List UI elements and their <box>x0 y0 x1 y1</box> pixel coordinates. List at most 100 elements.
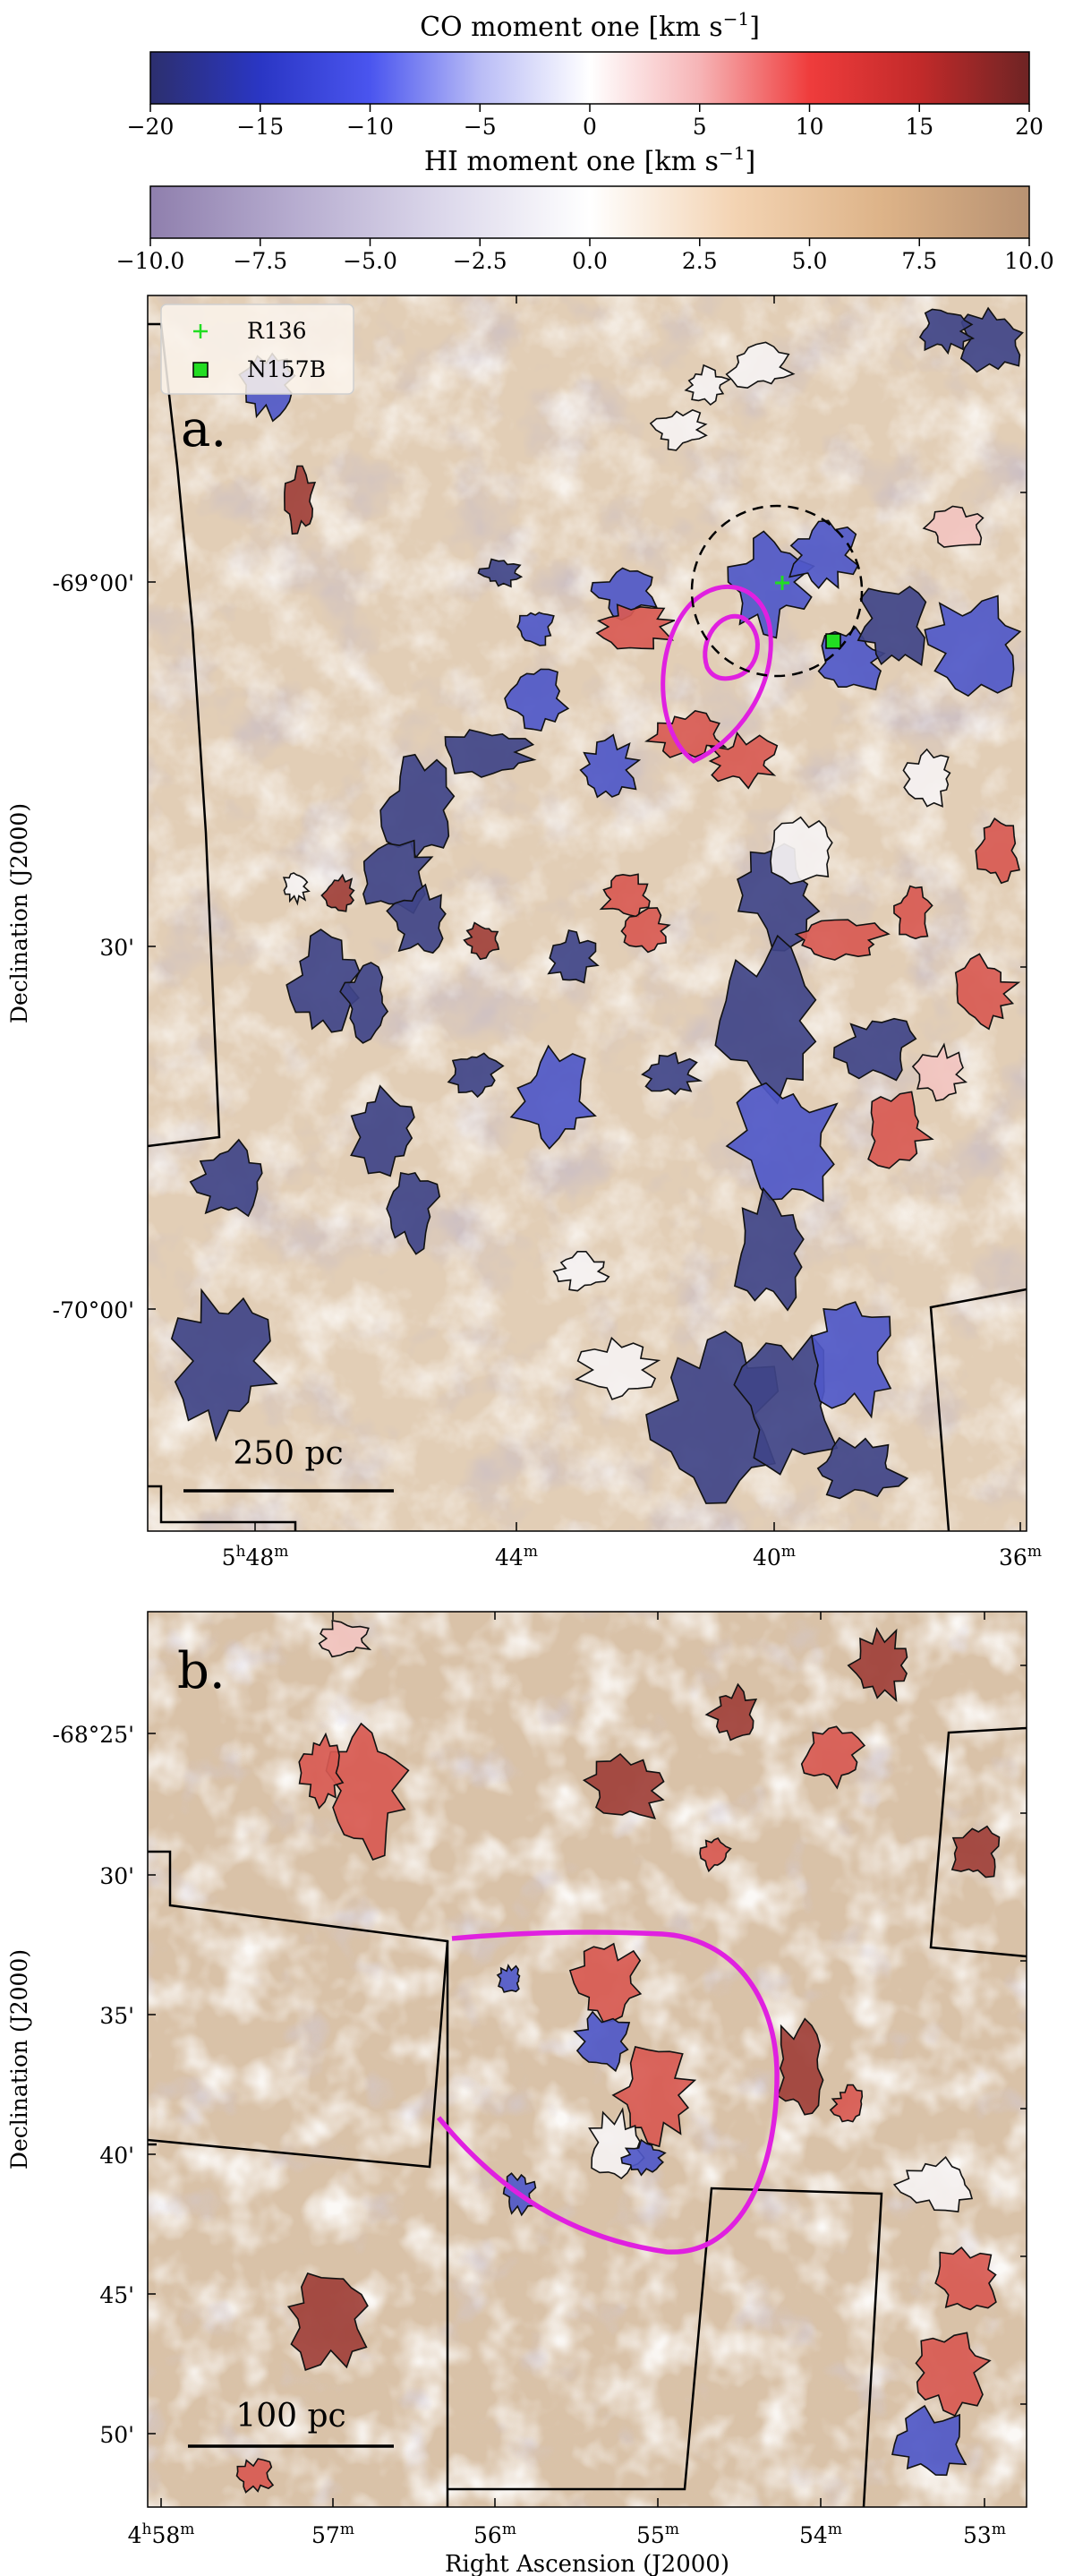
co-clump <box>641 1051 703 1096</box>
ytick-a-1: 30' <box>99 935 134 961</box>
co-clump <box>568 1942 643 2024</box>
colorbar-tick-label: 0 <box>583 114 597 140</box>
co-clump <box>170 1288 278 1442</box>
co-clump <box>918 308 976 355</box>
co-clump <box>547 929 600 984</box>
scalebar-b-label: 100 pc <box>235 2398 345 2435</box>
ytick-b-0: -68°25' <box>53 1722 134 1748</box>
colorbar-tick-label: 5 <box>693 114 707 140</box>
co-clump <box>509 1044 597 1151</box>
panel-b-xlabel: Right Ascension (J2000) <box>445 2551 729 2576</box>
co-clump <box>496 1964 521 1993</box>
co-clump <box>794 919 891 961</box>
co-clump <box>816 1436 909 1500</box>
r136-marker <box>775 576 789 590</box>
co-clump <box>573 2010 631 2073</box>
scalebar-b: 100 pc <box>188 2398 394 2448</box>
dashed-circle-a <box>690 504 864 678</box>
co-clump <box>725 341 796 389</box>
panel-a-ylabel: Declination (J2000) <box>6 803 32 1023</box>
colorbar-tick-label: 10.0 <box>1004 248 1054 274</box>
co-clump <box>595 603 676 650</box>
ytick-a-0: -69°00' <box>53 570 134 596</box>
co-clump <box>727 530 815 639</box>
co-clump <box>611 2046 697 2148</box>
co-clump <box>644 710 728 758</box>
co-clump <box>704 1682 758 1742</box>
co-clump <box>800 1725 866 1790</box>
ytick-b-3: 40' <box>99 2143 134 2169</box>
co-clump <box>911 1042 968 1102</box>
co-clump <box>350 1084 415 1177</box>
ytick-a-2: -70°00' <box>53 1297 134 1323</box>
co-clump <box>847 1627 908 1703</box>
panel-a-y-ticks: -69°00' 30' -70°00' <box>53 492 1027 1323</box>
colorbar-tick-label: −7.5 <box>233 248 287 274</box>
panel-a: R136 N157B a. 250 pc -69°00' 30' -70°00'… <box>6 295 1042 1570</box>
xtick-a-2: 40m <box>753 1543 796 1570</box>
scalebar-a: 250 pc <box>183 1435 394 1493</box>
xtick-a-0: 5h48m <box>222 1543 289 1570</box>
co-clump <box>447 1052 505 1099</box>
co-clump <box>902 748 951 808</box>
scalebar-a-label: 250 pc <box>233 1435 343 1472</box>
colorbar-tick-label: −5 <box>464 114 497 140</box>
panel-a-letter: a. <box>181 400 226 458</box>
panel-b-x-ticks: 4h58m 57m 56m 55m 54m 53m <box>128 1612 1006 2548</box>
co-clump <box>857 586 927 667</box>
co-clump <box>325 1722 410 1861</box>
xtick-b-0: 4h58m <box>128 2520 195 2548</box>
n157b-marker <box>825 633 841 649</box>
co-colorbar-label: CO moment one [km s−1] <box>420 8 760 43</box>
co-clump <box>867 1091 934 1169</box>
co-clump <box>915 2332 992 2418</box>
co-clump <box>699 1836 732 1873</box>
magenta-contour-a <box>661 585 773 764</box>
co-clump <box>516 612 555 646</box>
ytick-b-4: 45' <box>99 2282 134 2308</box>
colorbar-tick-label: 10 <box>796 114 824 140</box>
co-clump <box>649 409 708 451</box>
colorbar-tick-label: −10.0 <box>116 248 185 274</box>
co-clump <box>379 753 456 860</box>
colorbar-tick-label: −5.0 <box>343 248 397 274</box>
co-clump <box>590 567 658 621</box>
co-clump <box>286 929 361 1033</box>
co-clump <box>386 1171 441 1255</box>
legend-a: R136 N157B <box>160 304 354 395</box>
co-clump <box>892 2155 974 2212</box>
co-clump <box>959 306 1024 373</box>
panel-b-y-ticks: -68°25' 30' 35' 40' 45' 50' <box>53 1665 1027 2448</box>
co-colorbar <box>149 51 1030 105</box>
colorbar-tick-label: −10 <box>346 114 394 140</box>
co-clump <box>708 731 779 790</box>
co-clump <box>620 2138 667 2177</box>
co-clump <box>954 953 1021 1031</box>
panel-a-x-ticks: 5h48m 44m 40m 36m <box>222 295 1042 1570</box>
co-clump <box>924 595 1022 697</box>
co-clump <box>189 1138 263 1218</box>
co-clump <box>579 733 642 799</box>
co-clump <box>733 1186 805 1312</box>
colorbar-tick-label: 20 <box>1015 114 1044 140</box>
xtick-b-5: 53m <box>963 2520 1006 2548</box>
co-clump <box>582 1752 665 1820</box>
colorbar-tick-label: 5.0 <box>792 248 828 274</box>
ytick-b-5: 50' <box>99 2422 134 2448</box>
co-clump <box>339 962 389 1044</box>
ytick-b-2: 35' <box>99 2003 134 2029</box>
co-clump <box>552 1251 610 1292</box>
xtick-b-3: 55m <box>636 2520 679 2548</box>
colorbar-tick-label: 0.0 <box>572 248 608 274</box>
legend-r136-icon <box>193 324 208 338</box>
co-clump <box>832 1017 917 1082</box>
co-clump <box>788 519 859 590</box>
co-clump <box>922 505 984 548</box>
legend-n157b-label: N157B <box>247 356 326 382</box>
hi-colorbar-label: HI moment one [km s−1] <box>424 142 755 177</box>
co-clump <box>444 729 537 778</box>
co-clump <box>320 873 355 912</box>
colorbars: CO moment one [km s−1] −20 −15 −10 −5 0 5 10 15 2… <box>116 8 1054 274</box>
co-clump <box>477 558 524 588</box>
